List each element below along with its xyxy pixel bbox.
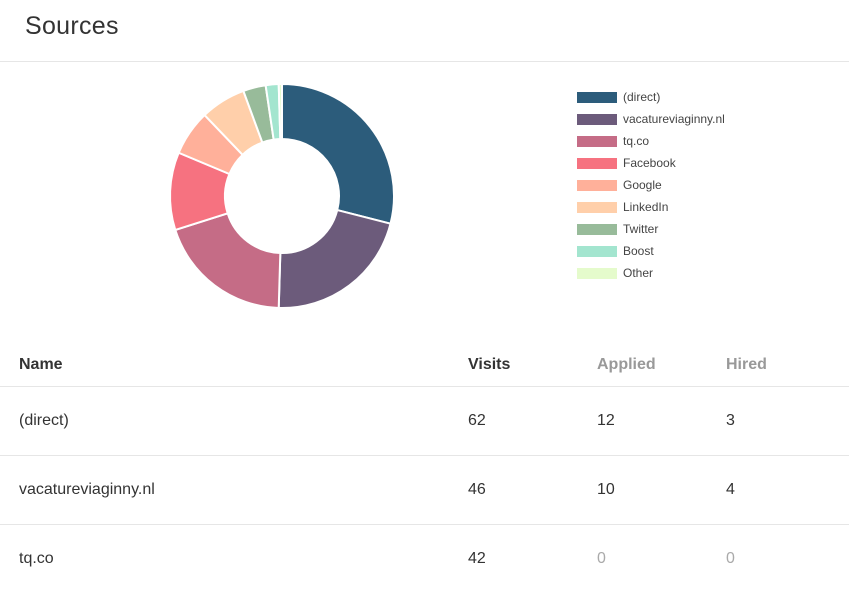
legend-swatch [577,224,617,235]
cell-hired: 0 [726,550,735,567]
column-header-name[interactable]: Name [19,356,63,373]
legend-label: Google [623,178,662,192]
cell-applied: 10 [597,481,615,498]
donut-slice-direct[interactable] [281,82,395,225]
table-header: Name Visits Applied Hired [0,340,849,387]
table-body: (direct) 62 12 3 vacatureviaginny.nl 46 10 4 tq.… [0,387,849,593]
donut-slice-vacatureviaginny-nl[interactable] [277,208,392,309]
legend-label: Twitter [623,222,659,236]
legend-swatch [577,246,617,257]
cell-name: (direct) [19,412,69,429]
legend-label: LinkedIn [623,200,669,214]
page-title: Sources [25,12,119,40]
legend-swatch [577,114,617,125]
legend-label: Facebook [623,156,676,170]
table-row[interactable]: vacatureviaginny.nl 46 10 4 [0,456,849,525]
legend-label: Other [623,266,654,280]
cell-visits: 62 [468,412,486,429]
table-row[interactable]: (direct) 62 12 3 [0,387,849,456]
legend-label: tq.co [623,134,650,148]
sources-table: Name Visits Applied Hired (direct) 62 12 3 v… [0,340,849,593]
legend-label: (direct) [623,90,661,104]
column-header-visits[interactable]: Visits [468,356,511,373]
panel-header: Sources [0,0,849,62]
cell-name: tq.co [19,550,54,567]
column-header-hired[interactable]: Hired [726,356,767,373]
legend-swatch [577,180,617,191]
cell-visits: 46 [468,481,486,498]
cell-hired: 4 [726,481,735,498]
table-row[interactable]: tq.co 42 0 0 [0,525,849,593]
cell-name: vacatureviaginny.nl [19,481,155,498]
donut-slice-tq-co[interactable] [174,212,282,309]
cell-applied: 12 [597,412,615,429]
legend-swatch [577,268,617,279]
legend-swatch [577,136,617,147]
legend-swatch [577,202,617,213]
legend-swatch [577,158,617,169]
legend-label: vacatureviaginny.nl [623,112,725,126]
cell-applied: 0 [597,550,606,567]
donut-slice-other[interactable] [277,82,283,141]
column-header-applied[interactable]: Applied [597,356,656,373]
legend-swatch [577,92,617,103]
sources-donut-chart [169,82,395,309]
legend-label: Boost [623,244,654,258]
cell-visits: 42 [468,550,486,567]
cell-hired: 3 [726,412,735,429]
